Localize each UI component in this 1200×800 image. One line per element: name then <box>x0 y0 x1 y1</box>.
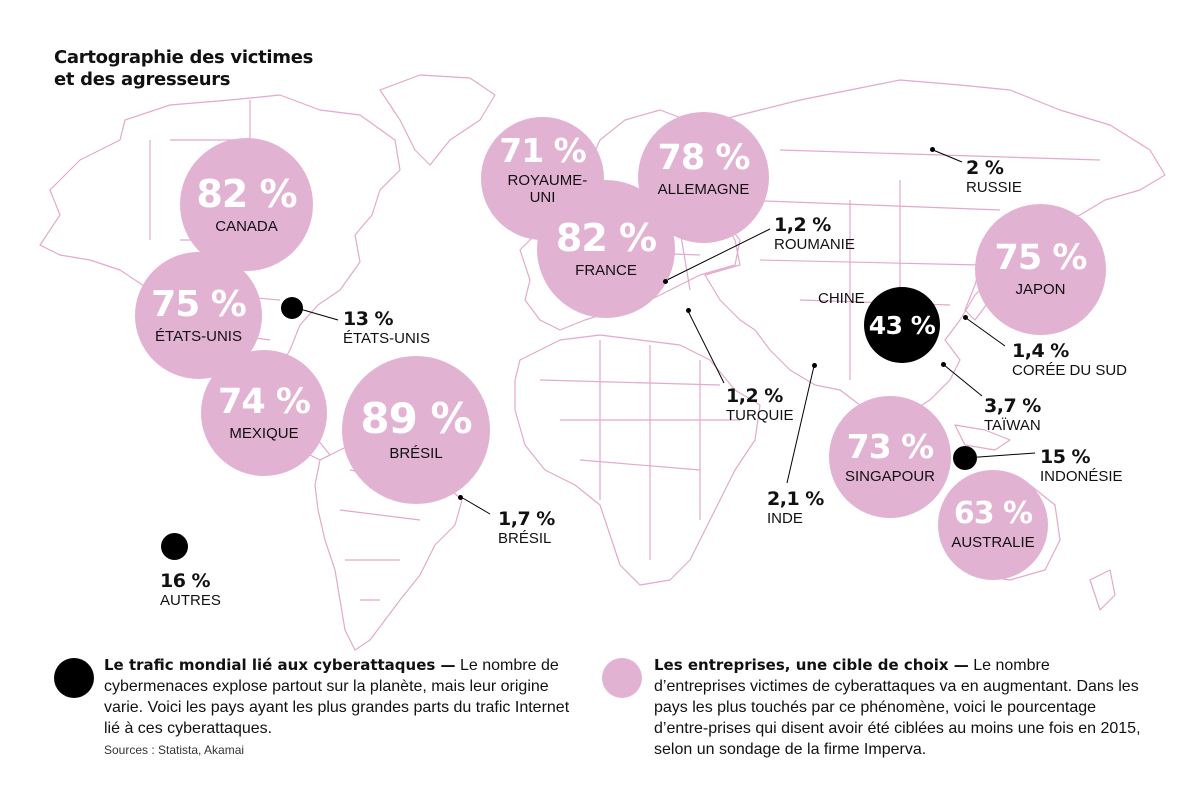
traffic-dot-coree-du-sud <box>963 315 968 320</box>
bubble-chine: 43 % <box>864 287 940 363</box>
traffic-value: 2 % <box>966 157 1004 179</box>
bubble-japon: 75 % JAPON <box>975 204 1106 335</box>
legend-traffic-title: Le trafic mondial lié aux cyberattaques … <box>104 656 456 674</box>
traffic-dot-roumanie <box>663 279 668 284</box>
traffic-dot-indonesie <box>953 446 977 470</box>
traffic-country: AUTRES <box>160 592 221 609</box>
traffic-value: 1,2 % <box>726 385 783 407</box>
traffic-country: BRÉSIL <box>498 530 552 547</box>
pct-value: 89 % <box>360 394 472 443</box>
country-name: CANADA <box>215 217 278 235</box>
traffic-value: 1,7 % <box>498 508 555 530</box>
traffic-dot-etats-unis <box>281 297 303 319</box>
legend-enterprise-text: Les entreprises, une cible de choix — Le… <box>654 655 1144 760</box>
label-turquie: 1,2 % TURQUIE <box>726 385 794 425</box>
legend-traffic-text: Le trafic mondial lié aux cyberattaques … <box>104 655 574 739</box>
country-name: JAPON <box>1015 281 1066 298</box>
traffic-country: ÉTATS-UNIS <box>343 330 430 347</box>
traffic-country: CORÉE DU SUD <box>1012 362 1128 379</box>
pct-value: 82 % <box>555 216 657 260</box>
bubble-mexique: 74 % MEXIQUE <box>201 350 327 476</box>
bubble-canada: 82 % CANADA <box>180 138 313 271</box>
asia-outline <box>699 79 1166 421</box>
country-name: MEXIQUE <box>229 424 299 442</box>
pct-value: 63 % <box>953 496 1033 531</box>
label-etats-unis-traffic: 13 % ÉTATS-UNIS <box>343 308 430 348</box>
legend-enterprise-body: Le nombre d’entreprises victimes de cybe… <box>654 657 1141 758</box>
country-name: BRÉSIL <box>389 445 443 462</box>
traffic-value: 15 % <box>1040 446 1091 468</box>
title-line-2: et des agresseurs <box>54 69 231 90</box>
traffic-value: 1,4 % <box>1012 340 1069 362</box>
label-bresil-traffic: 1,7 % BRÉSIL <box>498 508 555 548</box>
label-taiwan: 3,7 % TAÏWAN <box>984 395 1041 435</box>
bubble-singapour: 73 % SINGAPOUR <box>829 396 951 518</box>
traffic-value: 2,1 % <box>767 488 824 510</box>
traffic-value: 13 % <box>343 308 394 330</box>
label-coree-du-sud: 1,4 % CORÉE DU SUD <box>1012 340 1127 380</box>
title-line-1: Cartographie des victimes <box>54 47 314 68</box>
pct-value: 71 % <box>499 130 586 170</box>
traffic-country: TAÏWAN <box>984 417 1041 434</box>
traffic-dot-inde <box>812 363 817 368</box>
traffic-country: INDE <box>767 510 803 527</box>
pct-value: 75 % <box>994 238 1088 278</box>
pct-value: 74 % <box>218 381 311 422</box>
label-russie: 2 % RUSSIE <box>966 157 1022 197</box>
pct-value: 73 % <box>846 426 934 466</box>
traffic-value: 16 % <box>160 570 211 592</box>
pct-value: 78 % <box>657 138 751 178</box>
legend-enterprise-swatch <box>602 658 642 698</box>
pct-value: 43 % <box>868 310 936 340</box>
country-name: ALLEMAGNE <box>657 181 750 198</box>
bubble-australie: 63 % AUSTRALIE <box>938 470 1048 580</box>
traffic-country: TURQUIE <box>726 407 794 424</box>
traffic-dot-russie <box>930 147 935 152</box>
traffic-country: INDONÉSIE <box>1040 468 1123 485</box>
country-name: SINGAPOUR <box>844 467 935 485</box>
country-name: FRANCE <box>575 262 637 279</box>
bubble-france: 82 % FRANCE <box>537 180 675 318</box>
traffic-value: 1,2 % <box>774 214 831 236</box>
legend-traffic-swatch <box>54 658 94 698</box>
country-name: ROYAUME-UNI <box>507 171 588 206</box>
traffic-country: ROUMANIE <box>774 236 855 253</box>
label-indonesie: 15 % INDONÉSIE <box>1040 446 1123 486</box>
sources: Sources : Statista, Akamai <box>104 743 245 757</box>
label-chine: CHINE <box>818 290 865 308</box>
bubble-bresil: 89 % BRÉSIL <box>342 356 490 504</box>
traffic-dot-bresil <box>458 495 463 500</box>
traffic-dot-taiwan <box>941 362 946 367</box>
legend-enterprise-title: Les entreprises, une cible de choix — <box>654 656 969 674</box>
label-roumanie: 1,2 % ROUMANIE <box>774 214 855 254</box>
country-name: AUSTRALIE <box>951 534 1035 551</box>
greenland-outline <box>379 74 496 166</box>
traffic-country: RUSSIE <box>966 179 1022 196</box>
label-inde: 2,1 % INDE <box>767 488 824 528</box>
country-name: ÉTATS-UNIS <box>155 327 242 345</box>
traffic-dot-turquie <box>686 308 691 313</box>
legend-traffic-body: Le nombre de cybermenaces explose partou… <box>104 657 570 737</box>
pct-value: 75 % <box>151 283 247 325</box>
pct-value: 82 % <box>196 171 297 216</box>
traffic-dot-autres <box>161 533 188 560</box>
traffic-country: CHINE <box>818 290 865 307</box>
map-title: Cartographie des victimes et des agresse… <box>54 47 313 91</box>
label-autres: 16 % AUTRES <box>160 570 221 610</box>
africa-outline <box>514 334 761 586</box>
traffic-value: 3,7 % <box>984 395 1041 417</box>
